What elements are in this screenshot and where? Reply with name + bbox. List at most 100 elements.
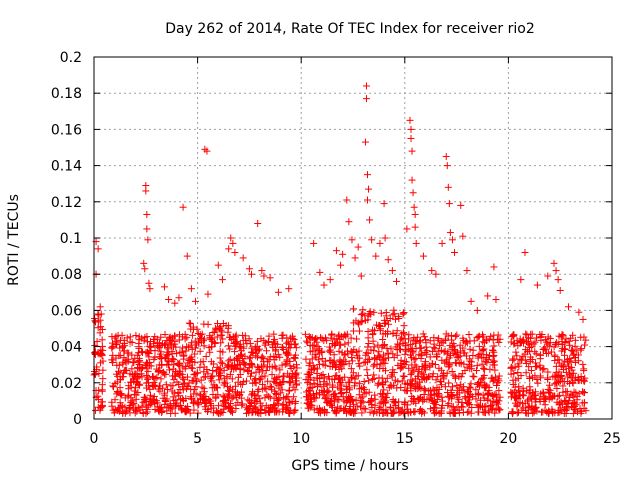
data-point: [326, 348, 334, 356]
data-point: [561, 345, 569, 353]
data-point: [537, 390, 545, 398]
data-point: [467, 362, 475, 370]
data-point: [400, 322, 408, 330]
data-point: [369, 330, 377, 338]
data-point: [369, 362, 377, 370]
data-point: [552, 362, 560, 370]
data-point: [93, 338, 101, 346]
data-point: [545, 342, 553, 350]
data-point: [289, 383, 297, 391]
data-point: [338, 376, 346, 384]
data-point: [283, 348, 291, 356]
data-point: [259, 367, 267, 375]
data-point: [134, 349, 142, 357]
data-point: [133, 370, 141, 378]
data-point: [131, 387, 139, 395]
data-point: [509, 408, 517, 416]
data-point: [452, 351, 460, 359]
data-point: [452, 332, 460, 340]
data-point: [108, 344, 116, 352]
data-point: [514, 395, 522, 403]
data-point: [366, 408, 374, 416]
data-point: [256, 395, 264, 403]
data-point: [483, 382, 491, 390]
data-point: [141, 265, 149, 273]
data-point: [512, 376, 520, 384]
data-point: [368, 375, 376, 383]
data-point: [532, 362, 540, 370]
data-point: [218, 360, 226, 368]
data-point: [188, 395, 196, 403]
data-point: [277, 389, 285, 397]
data-point: [507, 363, 515, 371]
data-point: [456, 352, 464, 360]
data-point: [415, 365, 423, 373]
data-point: [113, 390, 121, 398]
data-point: [175, 294, 183, 302]
data-point: [313, 369, 321, 377]
data-point: [441, 347, 449, 355]
data-point: [323, 398, 331, 406]
data-point: [198, 383, 206, 391]
data-point: [542, 346, 550, 354]
data-point: [554, 371, 562, 379]
data-point: [262, 385, 270, 393]
x-tick-label: 5: [193, 431, 202, 447]
data-point: [488, 401, 496, 409]
data-point: [291, 370, 299, 378]
data-point: [120, 367, 128, 375]
data-point: [228, 407, 236, 415]
data-point: [92, 370, 100, 378]
scatter-points: [90, 82, 590, 418]
data-point: [266, 274, 274, 282]
data-point: [202, 353, 210, 361]
data-point: [573, 392, 581, 400]
data-point: [470, 373, 478, 381]
y-tick-label: 0.12: [51, 195, 82, 211]
y-tick-label: 0.06: [51, 303, 82, 319]
data-point: [195, 335, 203, 343]
data-point: [364, 343, 372, 351]
data-point: [98, 402, 106, 410]
data-point: [216, 364, 224, 372]
data-point: [112, 332, 120, 340]
data-point: [231, 333, 239, 341]
data-point: [455, 384, 463, 392]
data-point: [399, 310, 407, 318]
data-point: [127, 397, 135, 405]
data-point: [226, 345, 234, 353]
data-point: [577, 345, 585, 353]
data-point: [364, 327, 372, 335]
data-point: [389, 395, 397, 403]
data-point: [481, 384, 489, 392]
data-point: [306, 348, 314, 356]
data-point: [159, 384, 167, 392]
data-point: [163, 407, 171, 415]
data-point: [190, 371, 198, 379]
data-point: [496, 335, 504, 343]
data-point: [257, 405, 265, 413]
data-point: [462, 338, 470, 346]
data-point: [164, 345, 172, 353]
data-point: [246, 372, 254, 380]
data-point: [267, 403, 275, 411]
data-point: [246, 355, 254, 363]
data-point: [123, 407, 131, 415]
data-point: [441, 383, 449, 391]
data-point: [406, 116, 414, 124]
data-point: [528, 343, 536, 351]
data-point: [200, 384, 208, 392]
data-point: [400, 329, 408, 337]
data-point: [350, 382, 358, 390]
data-point: [448, 343, 456, 351]
data-point: [366, 216, 374, 224]
data-point: [325, 388, 333, 396]
data-point: [441, 335, 449, 343]
data-point: [448, 395, 456, 403]
data-point: [512, 348, 520, 356]
data-point: [411, 385, 419, 393]
data-point: [542, 338, 550, 346]
data-point: [454, 398, 462, 406]
data-point: [466, 357, 474, 365]
data-point: [545, 381, 553, 389]
